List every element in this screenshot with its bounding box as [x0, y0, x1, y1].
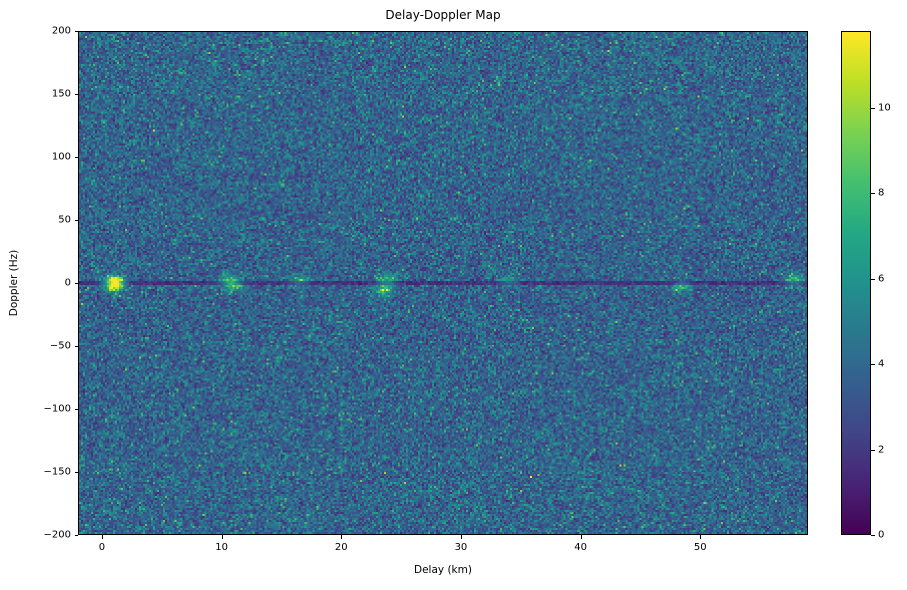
x-tick-mark: [341, 535, 342, 539]
y-tick-label: 200: [51, 25, 71, 37]
y-tick-label: 50: [58, 214, 71, 226]
y-axis-label: Doppler (Hz): [8, 249, 20, 317]
colorbar-tick-label: 2: [878, 444, 885, 456]
y-tick-mark: [74, 283, 78, 284]
y-tick-label: −150: [43, 466, 71, 478]
colorbar-tick-mark: [871, 279, 875, 280]
y-tick-label: −200: [43, 529, 71, 541]
colorbar-tick-mark: [871, 535, 875, 536]
x-tick-mark: [222, 535, 223, 539]
x-tick-label: 50: [693, 542, 707, 553]
x-tick-label: 10: [215, 542, 228, 553]
y-tick-mark: [74, 472, 78, 473]
y-tick-mark: [74, 157, 78, 158]
x-tick-label: 0: [98, 542, 106, 553]
x-tick-label: 40: [574, 542, 587, 553]
y-tick-mark: [74, 220, 78, 221]
colorbar-tick-label: 6: [878, 273, 885, 285]
page-title: Delay-Doppler Map: [385, 8, 501, 22]
colorbar-tick-label: 4: [878, 358, 885, 370]
x-tick-mark: [581, 535, 582, 539]
colorbar[interactable]: [841, 31, 871, 535]
colorbar-tick-mark: [871, 108, 875, 109]
x-tick-mark: [102, 535, 103, 539]
y-tick-mark: [74, 31, 78, 32]
colorbar-tick-mark: [871, 364, 875, 365]
x-axis-label: Delay (km): [414, 564, 472, 576]
x-tick-mark: [461, 535, 462, 539]
y-tick-mark: [74, 535, 78, 536]
colorbar-tick-mark: [871, 193, 875, 194]
y-tick-label: −50: [49, 340, 71, 352]
y-tick-mark: [74, 409, 78, 410]
x-tick-label: 30: [454, 542, 468, 553]
y-tick-label: −100: [43, 403, 71, 415]
y-tick-mark: [74, 94, 78, 95]
colorbar-tick-label: 0: [878, 529, 885, 541]
colorbar-tick-label: 8: [878, 187, 885, 199]
colorbar-tick-mark: [871, 450, 875, 451]
y-tick-label: 150: [51, 88, 71, 100]
colorbar-gradient: [842, 32, 870, 534]
x-tick-label: 20: [334, 542, 348, 553]
delay-doppler-heatmap[interactable]: [78, 31, 808, 535]
heatmap-image: [79, 32, 807, 534]
y-tick-mark: [74, 346, 78, 347]
y-tick-label: 100: [51, 151, 71, 163]
colorbar-tick-label: 10: [878, 102, 891, 114]
x-tick-mark: [700, 535, 701, 539]
y-tick-label: 0: [64, 277, 71, 289]
